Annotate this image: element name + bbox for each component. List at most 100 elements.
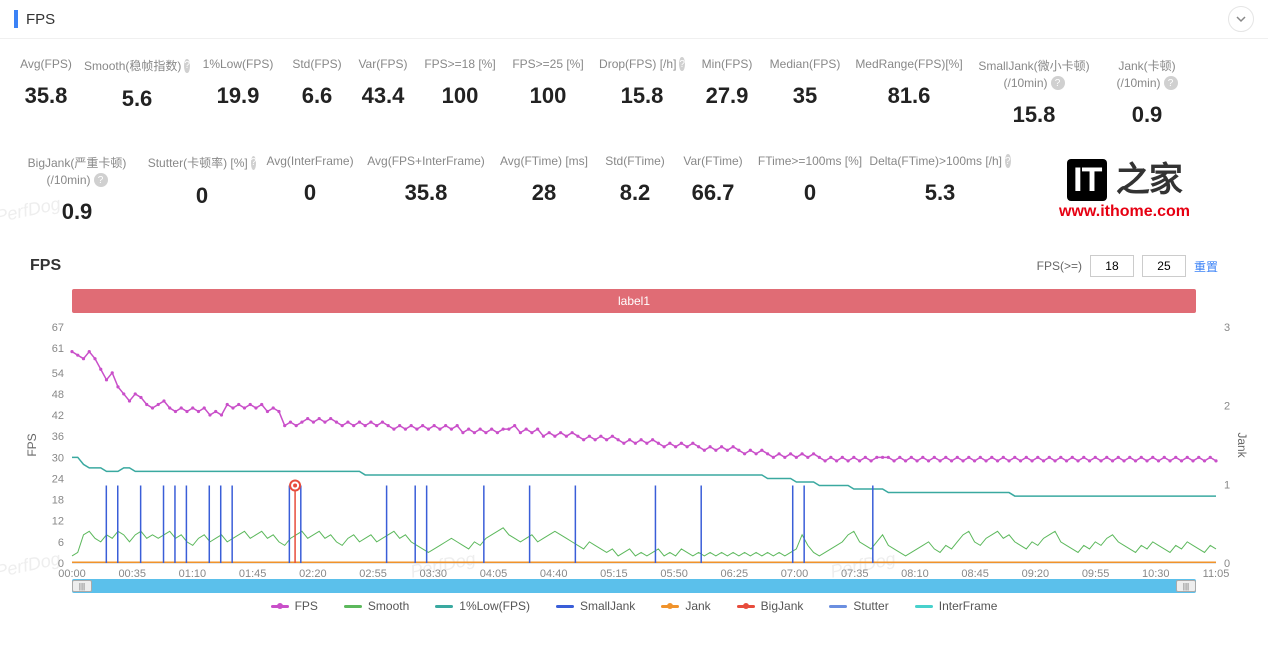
watermark-logo: IT 之家 www.ithome.com — [1059, 152, 1190, 221]
svg-text:1: 1 — [1224, 479, 1230, 491]
metric-value: 35 — [770, 83, 840, 109]
help-icon[interactable]: ? — [679, 57, 685, 71]
legend-label: 1%Low(FPS) — [459, 599, 530, 613]
svg-text:07:35: 07:35 — [841, 568, 869, 577]
svg-text:09:55: 09:55 — [1082, 568, 1110, 577]
svg-text:3: 3 — [1224, 322, 1230, 334]
help-icon[interactable]: ? — [1051, 76, 1065, 90]
scroll-handle-right[interactable]: ||| — [1176, 580, 1196, 592]
help-icon[interactable]: ? — [251, 156, 257, 170]
legend-item[interactable]: 1%Low(FPS) — [435, 599, 530, 613]
metric-item: 1%Low(FPS) 19.9 — [192, 57, 284, 128]
fps-chart[interactable]: 0612182430364248546167012300:0000:3501:1… — [20, 317, 1248, 577]
svg-text:01:45: 01:45 — [239, 568, 267, 577]
chart-area: 0612182430364248546167012300:0000:3501:1… — [20, 317, 1248, 577]
svg-text:12: 12 — [52, 516, 64, 528]
metric-value: 66.7 — [682, 180, 744, 206]
legend-swatch — [344, 605, 362, 608]
metric-item: Var(FPS)43.4 — [350, 57, 416, 128]
help-icon[interactable]: ? — [1164, 76, 1178, 90]
metric-item: Stutter(卡顿率) [%]?0 — [144, 154, 260, 225]
metric-label: 1%Low(FPS) — [200, 57, 276, 71]
metric-label: Std(FPS) — [292, 57, 342, 71]
metric-item: Delta(FTime)>100ms [/h]?5.3 — [868, 154, 1012, 225]
svg-text:6: 6 — [58, 537, 64, 549]
metric-label: Drop(FPS) [/h]? — [600, 57, 684, 71]
metric-value: 0 — [268, 180, 352, 206]
svg-text:10:30: 10:30 — [1142, 568, 1170, 577]
svg-text:03:30: 03:30 — [419, 568, 447, 577]
svg-text:08:10: 08:10 — [901, 568, 929, 577]
legend-label: Jank — [685, 599, 710, 613]
metric-item: Avg(InterFrame)0 — [260, 154, 360, 225]
svg-text:54: 54 — [52, 368, 64, 380]
metrics-row-1: Avg(FPS)35.8Smooth(稳帧指数)?5.6 1%Low(FPS) 19… — [0, 39, 1268, 154]
metric-value: 19.9 — [200, 83, 276, 109]
legend-label: BigJank — [761, 599, 804, 613]
fps-threshold-input-2[interactable] — [1142, 255, 1186, 277]
svg-text:18: 18 — [52, 495, 64, 507]
panel-title: FPS — [26, 11, 55, 28]
svg-text:02:55: 02:55 — [359, 568, 387, 577]
legend-item[interactable]: FPS — [271, 599, 318, 613]
svg-text:06:25: 06:25 — [721, 568, 749, 577]
metric-item: Avg(FPS)35.8 — [10, 57, 82, 128]
metric-value: 28 — [500, 180, 588, 206]
reset-link[interactable]: 重置 — [1194, 258, 1218, 275]
metric-item: SmallJank(微小卡顿)(/10min) ? 15.8 — [970, 57, 1098, 128]
chevron-down-icon — [1235, 13, 1247, 25]
scroll-handle-left[interactable]: ||| — [72, 580, 92, 592]
legend-item[interactable]: InterFrame — [915, 599, 998, 613]
metric-value: 43.4 — [358, 83, 408, 109]
metric-item: Median(FPS)35 — [762, 57, 848, 128]
svg-text:67: 67 — [52, 322, 64, 334]
panel-header: FPS — [0, 0, 1268, 39]
metric-label: Delta(FTime)>100ms [/h]? — [876, 154, 1004, 168]
svg-text:05:15: 05:15 — [600, 568, 628, 577]
metric-item: Avg(FPS+InterFrame)35.8 — [360, 154, 492, 225]
svg-text:24: 24 — [52, 473, 64, 485]
legend-item[interactable]: Smooth — [344, 599, 409, 613]
help-icon[interactable]: ? — [94, 173, 108, 187]
svg-text:08:45: 08:45 — [961, 568, 989, 577]
metric-label: Smooth(稳帧指数)? — [90, 57, 184, 74]
help-icon[interactable]: ? — [184, 59, 190, 73]
legend-item[interactable]: SmallJank — [556, 599, 635, 613]
legend-item[interactable]: BigJank — [737, 599, 804, 613]
metric-label: FPS>=18 [%] — [424, 57, 496, 71]
fps-threshold-input-1[interactable] — [1090, 255, 1134, 277]
help-icon[interactable]: ? — [1005, 154, 1011, 168]
svg-text:01:10: 01:10 — [179, 568, 207, 577]
metric-item: Std(FPS) 6.6 — [284, 57, 350, 128]
svg-text:07:00: 07:00 — [781, 568, 809, 577]
metric-value: 27.9 — [700, 83, 754, 109]
svg-text:00:00: 00:00 — [58, 568, 86, 577]
metric-value: 0.9 — [1106, 102, 1188, 128]
legend-item[interactable]: Jank — [661, 599, 710, 613]
svg-text:02:20: 02:20 — [299, 568, 327, 577]
metric-value: 100 — [424, 83, 496, 109]
legend-item[interactable]: Stutter — [829, 599, 888, 613]
legend-label: Smooth — [368, 599, 409, 613]
metric-value: 35.8 — [368, 180, 484, 206]
svg-text:05:50: 05:50 — [660, 568, 688, 577]
metric-label: MedRange(FPS)[%] — [856, 57, 962, 71]
metric-item: Var(FTime) 66.7 — [674, 154, 752, 225]
metric-item: Drop(FPS) [/h]?15.8 — [592, 57, 692, 128]
chart-title: FPS — [30, 257, 61, 275]
metric-item: Smooth(稳帧指数)?5.6 — [82, 57, 192, 128]
chart-scrollbar[interactable]: ||| ||| — [72, 579, 1196, 593]
metric-label: SmallJank(微小卡顿)(/10min) ? — [978, 57, 1090, 90]
metric-item: MedRange(FPS)[%]81.6 — [848, 57, 970, 128]
metric-value: 6.6 — [292, 83, 342, 109]
metric-label: Var(FTime) — [682, 154, 744, 168]
svg-text:09:20: 09:20 — [1022, 568, 1050, 577]
metric-item: FPS>=18 [%] 100 — [416, 57, 504, 128]
legend-swatch — [435, 605, 453, 608]
chart-legend: FPS Smooth 1%Low(FPS) SmallJank Jank BigJank S… — [0, 599, 1268, 613]
legend-label: InterFrame — [939, 599, 998, 613]
collapse-button[interactable] — [1228, 6, 1254, 32]
metric-value: 15.8 — [978, 102, 1090, 128]
svg-text:00:35: 00:35 — [118, 568, 146, 577]
chart-label-bar[interactable]: label1 — [72, 289, 1196, 313]
